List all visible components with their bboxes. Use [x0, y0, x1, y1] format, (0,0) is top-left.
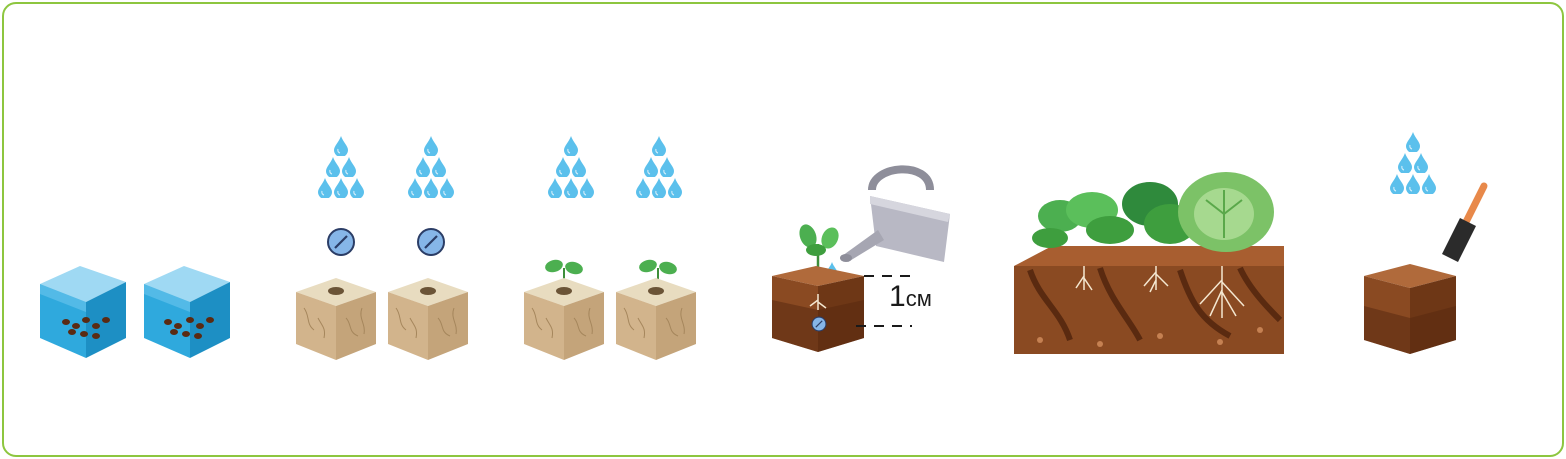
water-cube-icon — [40, 266, 126, 358]
soil-and-trowel-step — [1364, 132, 1488, 354]
water-drops-icon — [408, 136, 454, 198]
measurement-unit: см — [905, 286, 932, 311]
seedlings-in-cubes-step — [524, 136, 696, 360]
measurement-number: 1 — [889, 280, 906, 313]
tablet-icon — [416, 227, 446, 257]
water-drops-icon — [318, 136, 364, 198]
cabbage-icon — [1178, 172, 1274, 252]
watering-can-icon — [840, 165, 950, 262]
water-cube-icon — [144, 266, 230, 358]
soil-block-icon — [772, 266, 864, 352]
roots-icon — [1075, 266, 1245, 318]
lettuce-icon — [1032, 192, 1134, 248]
rockwool-cube-icon — [524, 278, 604, 360]
trowel-icon — [1442, 182, 1488, 262]
rockwool-cube-icon — [616, 278, 696, 360]
rockwool-cube-icon — [388, 278, 468, 360]
tablet-icon — [326, 227, 356, 257]
transplant-and-water-step — [772, 165, 950, 352]
measurement-label: 1см — [889, 282, 932, 312]
water-drops-icon — [636, 136, 682, 198]
water-drops-icon — [548, 136, 594, 198]
soak-seeds-step — [40, 266, 230, 358]
seedling-icon — [799, 224, 839, 272]
measure-lines — [856, 275, 912, 327]
soil-block-icon — [1364, 264, 1456, 354]
seeds-icon — [164, 317, 214, 339]
mature-plants-step — [1014, 172, 1284, 354]
wet-cubes-add-tablets-step — [296, 136, 468, 360]
water-drops-icon — [1390, 132, 1436, 194]
soil-bed-icon — [1014, 246, 1284, 354]
tablet-icon — [811, 316, 827, 332]
seeds-icon — [62, 317, 110, 339]
rockwool-cube-icon — [296, 278, 376, 360]
